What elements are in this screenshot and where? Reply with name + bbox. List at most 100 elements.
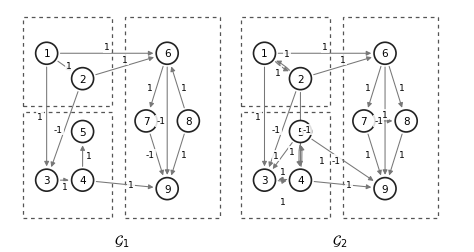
Text: 1: 1 xyxy=(346,180,352,189)
Text: 6: 6 xyxy=(382,49,388,59)
Text: 1: 1 xyxy=(273,152,279,161)
FancyArrowPatch shape xyxy=(150,67,163,107)
Bar xyxy=(125,18,220,218)
Text: 5: 5 xyxy=(79,127,86,137)
Circle shape xyxy=(290,170,311,192)
FancyArrowPatch shape xyxy=(60,178,68,182)
Text: 7: 7 xyxy=(361,116,367,127)
FancyArrowPatch shape xyxy=(368,135,381,175)
Circle shape xyxy=(374,178,396,200)
Circle shape xyxy=(72,68,93,90)
Text: -1: -1 xyxy=(374,117,383,126)
FancyArrowPatch shape xyxy=(278,52,370,56)
FancyArrowPatch shape xyxy=(150,135,164,175)
FancyArrowPatch shape xyxy=(81,147,84,167)
FancyArrowPatch shape xyxy=(378,119,391,123)
Circle shape xyxy=(254,170,275,192)
Text: 1: 1 xyxy=(86,152,92,161)
Text: -1: -1 xyxy=(146,151,155,160)
Text: 1: 1 xyxy=(322,43,328,52)
Text: 1: 1 xyxy=(399,83,405,92)
FancyArrowPatch shape xyxy=(312,140,373,180)
Circle shape xyxy=(36,170,58,192)
Text: 1: 1 xyxy=(284,50,290,59)
Text: 2: 2 xyxy=(79,74,86,84)
FancyArrowPatch shape xyxy=(51,92,78,166)
FancyArrowPatch shape xyxy=(278,180,285,184)
Text: -1: -1 xyxy=(332,156,341,165)
FancyArrowPatch shape xyxy=(171,68,184,108)
FancyArrowPatch shape xyxy=(277,62,290,71)
Circle shape xyxy=(254,43,275,65)
FancyArrowPatch shape xyxy=(45,68,49,166)
Text: 4: 4 xyxy=(297,175,304,185)
Text: 3: 3 xyxy=(261,175,268,185)
Text: 1: 1 xyxy=(261,49,268,59)
Text: 4: 4 xyxy=(79,175,86,185)
FancyArrowPatch shape xyxy=(300,147,304,167)
Text: 2: 2 xyxy=(297,74,304,84)
Text: 1: 1 xyxy=(62,182,67,191)
Text: 1: 1 xyxy=(147,83,153,92)
FancyArrowPatch shape xyxy=(279,177,287,181)
FancyArrowPatch shape xyxy=(368,67,381,107)
FancyArrowPatch shape xyxy=(96,182,152,189)
Circle shape xyxy=(72,170,93,192)
Bar xyxy=(23,113,112,218)
FancyArrowPatch shape xyxy=(314,58,371,75)
Text: 1: 1 xyxy=(280,198,285,206)
FancyArrowPatch shape xyxy=(171,135,184,175)
FancyArrowPatch shape xyxy=(263,68,266,166)
Circle shape xyxy=(177,111,200,132)
Bar xyxy=(343,18,438,218)
Text: 1: 1 xyxy=(319,156,325,165)
Text: 1: 1 xyxy=(280,167,285,176)
Text: 1: 1 xyxy=(365,83,371,92)
FancyArrowPatch shape xyxy=(389,67,402,107)
Circle shape xyxy=(290,121,311,143)
FancyArrowPatch shape xyxy=(299,93,302,166)
Text: 1: 1 xyxy=(289,147,294,156)
Text: -1: -1 xyxy=(302,125,311,134)
Circle shape xyxy=(374,43,396,65)
Text: 9: 9 xyxy=(382,184,388,194)
FancyArrowPatch shape xyxy=(389,135,402,175)
Circle shape xyxy=(135,111,157,132)
FancyArrowPatch shape xyxy=(269,92,296,166)
Circle shape xyxy=(72,121,93,143)
Text: -1: -1 xyxy=(156,117,165,126)
FancyArrowPatch shape xyxy=(383,68,387,174)
Text: 1: 1 xyxy=(128,180,134,189)
Circle shape xyxy=(156,178,178,200)
FancyArrowPatch shape xyxy=(165,68,169,174)
Text: 6: 6 xyxy=(164,49,171,59)
Text: 1: 1 xyxy=(37,113,43,122)
Circle shape xyxy=(353,111,375,132)
Text: 1: 1 xyxy=(104,43,110,52)
Text: 5: 5 xyxy=(297,127,304,137)
Text: 1: 1 xyxy=(365,151,371,160)
Bar xyxy=(241,113,330,218)
FancyArrowPatch shape xyxy=(60,52,152,56)
Bar xyxy=(241,18,330,107)
Text: 8: 8 xyxy=(403,116,410,127)
Text: 1: 1 xyxy=(66,62,72,71)
Circle shape xyxy=(395,111,417,132)
Text: -1: -1 xyxy=(54,125,63,134)
FancyArrowPatch shape xyxy=(58,62,71,71)
Text: 1: 1 xyxy=(255,113,261,122)
Circle shape xyxy=(290,68,311,90)
Bar xyxy=(23,18,112,107)
FancyArrowPatch shape xyxy=(96,58,153,75)
Text: -1: -1 xyxy=(272,125,281,134)
Text: 3: 3 xyxy=(43,175,50,185)
Text: 1: 1 xyxy=(382,111,388,120)
Text: 1: 1 xyxy=(340,56,346,65)
Text: 7: 7 xyxy=(143,116,149,127)
FancyArrowPatch shape xyxy=(314,182,370,189)
Text: $\mathcal{G}_2$: $\mathcal{G}_2$ xyxy=(332,233,347,249)
FancyArrowPatch shape xyxy=(297,146,301,166)
Circle shape xyxy=(36,43,58,65)
Circle shape xyxy=(156,43,178,65)
Text: 1: 1 xyxy=(181,83,187,92)
